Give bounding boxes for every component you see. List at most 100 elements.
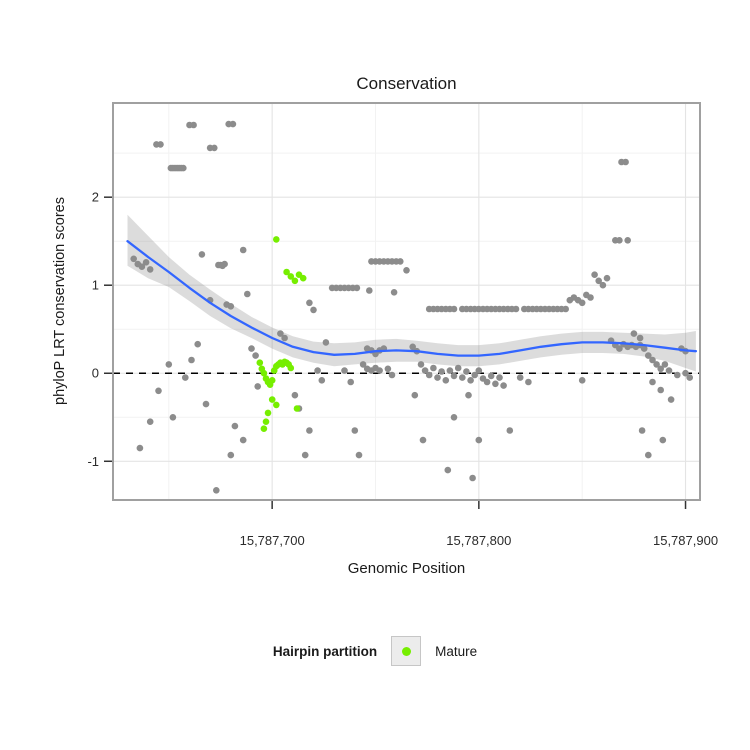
other-point — [640, 345, 648, 352]
other-point — [616, 345, 623, 352]
chart-title: Conservation — [356, 74, 457, 93]
other-point — [227, 451, 235, 459]
other-point — [254, 383, 261, 390]
other-point — [351, 427, 359, 434]
other-point — [630, 330, 638, 337]
y-tick-label: 2 — [92, 190, 99, 205]
other-point — [467, 377, 474, 384]
mature-dot-icon — [401, 646, 411, 656]
legend-key-mature — [391, 636, 422, 666]
other-point — [182, 374, 189, 381]
other-point — [465, 391, 472, 399]
other-point — [512, 305, 520, 313]
other-point — [444, 466, 452, 474]
other-point — [636, 334, 644, 342]
other-point — [463, 368, 470, 375]
other-point — [645, 352, 652, 359]
other-point — [347, 378, 355, 386]
other-point — [281, 334, 288, 342]
other-point — [353, 284, 361, 292]
other-point — [390, 289, 398, 296]
other-point — [686, 374, 693, 381]
mature-point — [293, 405, 301, 412]
other-point — [146, 266, 154, 273]
legend-item-label: Mature — [435, 643, 478, 659]
other-point — [450, 372, 458, 380]
mature-point — [273, 401, 280, 409]
other-point — [659, 436, 667, 444]
other-point — [492, 380, 499, 388]
other-point — [483, 378, 491, 386]
other-point — [248, 345, 255, 352]
confidence-ribbon — [127, 214, 696, 372]
other-point — [496, 374, 503, 381]
other-point — [425, 371, 433, 379]
other-point — [562, 305, 569, 313]
other-point — [471, 371, 479, 379]
other-point — [525, 378, 532, 386]
other-point — [454, 364, 462, 372]
other-point — [169, 414, 177, 421]
other-point — [227, 303, 235, 310]
legend-title: Hairpin partition — [272, 643, 378, 659]
other-point — [682, 369, 689, 377]
panel-border — [112, 102, 701, 501]
x-tick-label: 15,787,700 — [240, 533, 305, 548]
other-point — [506, 427, 514, 434]
other-point — [411, 391, 419, 399]
smooth-line — [126, 240, 698, 357]
mature-point — [287, 364, 295, 372]
other-point — [587, 294, 594, 301]
other-point — [306, 427, 313, 434]
y-tick-label: 1 — [92, 278, 99, 293]
mature-point — [260, 369, 268, 377]
other-point — [165, 361, 173, 368]
other-point — [616, 237, 623, 244]
other-point — [239, 436, 247, 444]
other-point — [409, 343, 417, 351]
y-tick-label: 0 — [92, 366, 99, 381]
other-point — [516, 374, 524, 381]
other-point — [657, 365, 664, 373]
other-point — [421, 367, 429, 374]
other-point — [603, 274, 611, 282]
other-point — [578, 299, 586, 307]
other-point — [667, 396, 675, 403]
other-point — [645, 451, 652, 459]
other-point — [221, 260, 228, 268]
other-point — [190, 121, 197, 129]
legend: Hairpin partition Mature — [0, 636, 750, 666]
other-point — [318, 377, 326, 384]
other-point — [384, 365, 392, 373]
other-point — [578, 377, 586, 384]
other-point — [595, 277, 602, 285]
other-point — [355, 451, 363, 459]
other-point — [188, 356, 195, 364]
other-point — [194, 340, 201, 348]
mature-point — [256, 359, 264, 367]
x-axis-ticks: 15,787,700 15,787,800 15,787,900 — [240, 501, 718, 548]
other-point — [649, 378, 656, 386]
other-point — [130, 255, 137, 263]
other-point — [359, 361, 367, 368]
other-point — [213, 487, 220, 494]
other-point — [475, 367, 483, 374]
mature-point — [273, 236, 280, 243]
other-point — [475, 436, 483, 444]
other-point — [649, 356, 656, 364]
mature-point — [268, 396, 276, 403]
x-axis-label: Genomic Position — [347, 560, 466, 577]
other-point — [653, 361, 660, 368]
mature-point — [287, 273, 295, 280]
other-point — [438, 368, 445, 375]
other-point — [434, 374, 441, 381]
other-point — [146, 418, 154, 426]
mature-point — [262, 418, 270, 426]
y-tick-label: -1 — [87, 454, 99, 469]
mature-point — [283, 268, 290, 276]
other-point — [157, 141, 164, 148]
other-point — [500, 382, 507, 389]
other-point — [180, 164, 187, 172]
other-point — [211, 144, 218, 152]
